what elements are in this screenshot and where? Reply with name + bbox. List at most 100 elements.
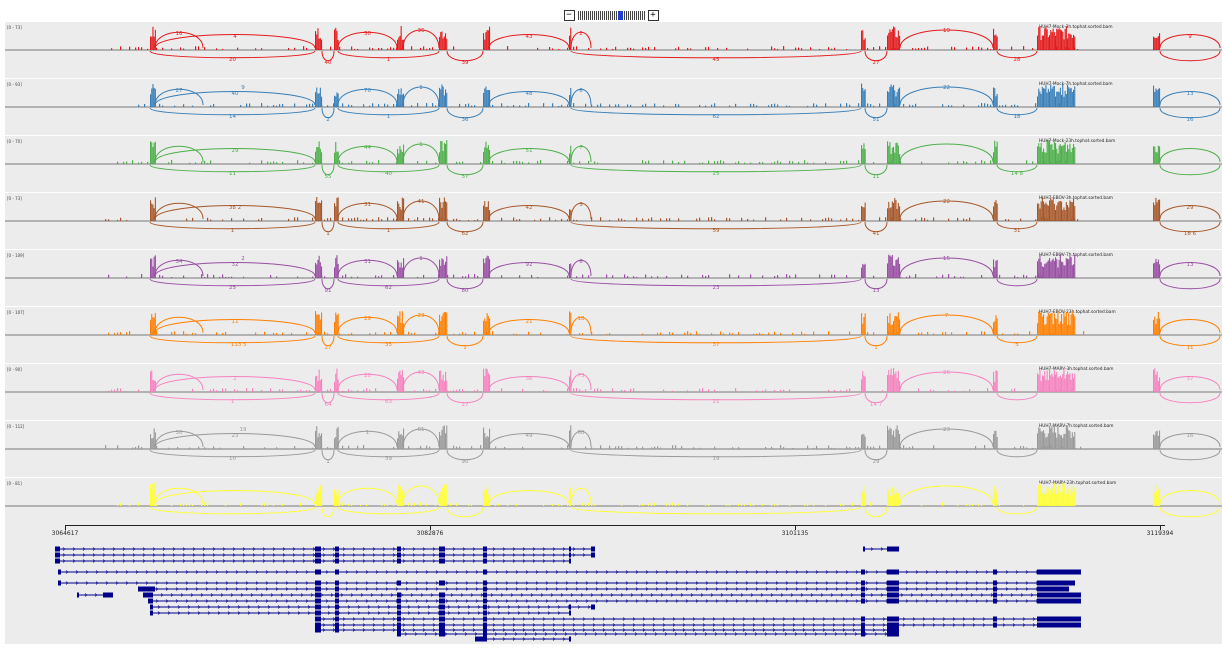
zoom-level-tick[interactable]	[593, 10, 595, 20]
gene-models[interactable]	[5, 538, 1222, 644]
zoom-level-tick[interactable]	[583, 10, 585, 20]
zoom-level-handle[interactable]	[617, 10, 623, 20]
zoom-level-tick[interactable]	[587, 10, 589, 20]
coverage-bar	[216, 48, 218, 50]
strand-arrow	[372, 617, 376, 621]
coverage-bar	[621, 389, 623, 392]
zoom-level-tick[interactable]	[613, 10, 615, 20]
zoom-level-tick[interactable]	[597, 10, 599, 20]
transcript-exon	[1037, 616, 1081, 622]
coverage-peak	[439, 36, 441, 50]
zoom-level-tick[interactable]	[631, 10, 633, 20]
zoom-level-tick[interactable]	[637, 10, 639, 20]
strand-arrow	[765, 581, 769, 585]
strand-arrow	[445, 599, 449, 603]
coverage-peak	[150, 141, 152, 164]
coverage-track[interactable]: [0 - 93] HUH7-Mock-7h.tophat.sorted.bam 40…	[5, 79, 1222, 136]
zoom-level-tick[interactable]	[641, 10, 643, 20]
coverage-track[interactable]: [0 - 90] HUH7-MARV-3h.tophat.sorted.bam 2 2…	[5, 364, 1222, 421]
zoom-level-tick[interactable]	[595, 10, 597, 20]
strand-arrow	[870, 593, 874, 597]
zoom-level-tick[interactable]	[643, 10, 645, 20]
strand-arrow	[950, 593, 954, 597]
zoom-level-tick[interactable]	[629, 10, 631, 20]
transcript-exon	[439, 631, 445, 637]
zoom-level-tick[interactable]	[591, 10, 593, 20]
coverage-peak	[891, 29, 893, 50]
zoom-level-tick[interactable]	[605, 10, 607, 20]
coverage-bar	[393, 47, 395, 50]
zoom-level-tick[interactable]	[607, 10, 609, 20]
zoom-level-tick[interactable]	[615, 10, 617, 20]
strand-arrow	[660, 593, 664, 597]
coverage-bar	[870, 502, 872, 506]
coverage-peak	[337, 263, 339, 278]
coverage-peak	[864, 38, 866, 50]
strand-arrow	[635, 599, 639, 603]
coverage-peak	[993, 434, 995, 449]
coverage-bar	[381, 502, 383, 506]
zoom-level-tick[interactable]	[635, 10, 637, 20]
junction-count-label: 25	[229, 285, 236, 291]
coverage-bar	[579, 389, 581, 392]
coverage-bar	[732, 447, 734, 449]
coverage-track[interactable]: [0 - 73] HUH7-Mock-3h.tophat.sorted.bam 4 5…	[5, 22, 1222, 79]
zoom-level-tick[interactable]	[611, 10, 613, 20]
coverage-peak	[891, 201, 893, 221]
splice-junction-arc	[321, 278, 335, 290]
zoom-level-tick[interactable]	[603, 10, 605, 20]
zoom-level-tick[interactable]	[589, 10, 591, 20]
coverage-peak	[862, 87, 864, 107]
zoom-level-tick[interactable]	[581, 10, 583, 20]
zoom-level-slider[interactable]	[577, 10, 645, 20]
strand-arrow	[277, 611, 281, 615]
coverage-peak	[336, 197, 338, 221]
zoom-level-tick[interactable]	[639, 10, 641, 20]
strand-arrow	[985, 599, 989, 603]
zoom-level-tick[interactable]	[609, 10, 611, 20]
coverage-bar	[687, 390, 689, 392]
splice-junction-arc	[570, 335, 862, 344]
zoom-level-tick[interactable]	[599, 10, 601, 20]
coverage-bar	[201, 274, 203, 278]
zoom-level-tick[interactable]	[585, 10, 587, 20]
coverage-bar	[777, 160, 779, 164]
coverage-peak	[1039, 369, 1041, 392]
coverage-peak	[151, 258, 153, 278]
coverage-bar	[129, 331, 131, 335]
coverage-bar	[951, 105, 953, 107]
transcript-exon	[335, 627, 339, 633]
coverage-peak	[994, 88, 996, 107]
zoom-level-tick[interactable]	[633, 10, 635, 20]
coverage-bar	[597, 162, 599, 164]
coverage-track[interactable]: [0 - 112] HUH7-MARV-7h.tophat.sorted.bam 2…	[5, 421, 1222, 478]
zoom-level-tick[interactable]	[627, 10, 629, 20]
coverage-peak	[995, 200, 997, 221]
strand-arrow	[755, 581, 759, 585]
coverage-bar	[762, 275, 764, 278]
coverage-peak	[1065, 94, 1067, 107]
coverage-peak	[397, 260, 399, 278]
coverage-track[interactable]: [0 - 70] HUH7-Mock-23h.tophat.sorted.bam 2…	[5, 136, 1222, 193]
strand-arrow	[864, 632, 868, 636]
zoom-level-tick[interactable]	[625, 10, 627, 20]
zoom-level-tick[interactable]	[623, 10, 625, 20]
transcript-exon	[55, 552, 60, 558]
zoom-level-tick[interactable]	[577, 10, 579, 20]
coverage-bar	[738, 275, 740, 278]
coverage-bar	[747, 48, 749, 50]
zoom-control: − +	[0, 8, 1222, 22]
coverage-peak	[442, 487, 444, 506]
coverage-bar	[645, 274, 647, 278]
coverage-track[interactable]: [0 - 73] HUH7-EBOV-3h.tophat.sorted.bam 38…	[5, 193, 1222, 250]
zoom-in-button[interactable]: +	[647, 9, 659, 21]
coverage-peak	[1154, 368, 1156, 392]
coverage-bar	[948, 105, 950, 107]
strand-arrow	[192, 553, 196, 557]
coverage-peak	[569, 209, 571, 221]
zoom-level-tick[interactable]	[579, 10, 581, 20]
zoom-out-button[interactable]: −	[563, 9, 575, 21]
zoom-level-tick[interactable]	[601, 10, 603, 20]
coverage-track[interactable]: [0 - 109] HUH7-EBOV-7h.tophat.sorted.bam 3…	[5, 250, 1222, 307]
coverage-track[interactable]: [0 - 107] HUH7-EBOV-23h.tophat.sorted.bam…	[5, 307, 1222, 364]
